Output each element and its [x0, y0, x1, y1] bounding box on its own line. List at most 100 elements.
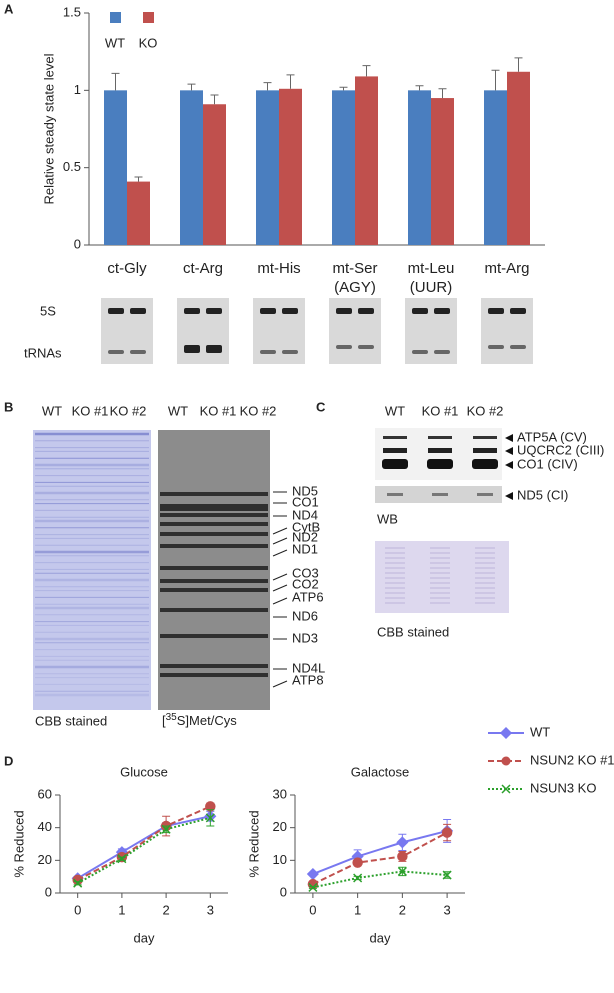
error-bar — [134, 176, 143, 182]
lane-label: KO #2 — [110, 403, 147, 418]
error-bar — [263, 82, 272, 91]
gel-band — [206, 345, 222, 353]
bar — [104, 90, 127, 245]
marker — [352, 857, 363, 868]
gel-band — [477, 493, 493, 496]
x-axis-label: day — [134, 930, 155, 945]
gel-cbb — [33, 430, 151, 710]
lane-label: KO #2 — [467, 403, 504, 418]
gel — [481, 298, 533, 364]
band-pointer — [272, 549, 288, 557]
band-label: UQCRC2 (CIII) — [517, 442, 604, 457]
lane-label: WT — [385, 403, 405, 418]
gel-band — [432, 493, 448, 496]
y-tick-label: 20 — [273, 819, 287, 834]
band-pointer — [272, 573, 288, 581]
gel-band — [160, 664, 268, 668]
gel-row-label: 5S — [40, 303, 56, 318]
legend-marker — [499, 726, 513, 740]
gel-band — [412, 350, 428, 354]
band-label: CO2 — [292, 576, 319, 591]
gel-band — [184, 308, 200, 314]
gel-wb — [375, 428, 502, 480]
line — [312, 829, 448, 875]
x-tick-label: mt-Ser (AGY) — [332, 260, 378, 296]
band-label: ND5 — [292, 483, 318, 498]
lane-label: WT — [42, 403, 62, 418]
gel-band — [428, 448, 452, 453]
gel-band — [358, 308, 374, 314]
x-tick-label: ct-Gly — [107, 260, 147, 277]
panel-label: B — [4, 399, 13, 414]
marker — [161, 824, 171, 834]
gel — [405, 298, 457, 364]
marker — [442, 870, 452, 880]
y-tick-label: 0 — [74, 236, 81, 251]
x-axis-label: day — [370, 930, 391, 945]
gel-band — [434, 308, 450, 314]
x-tick-label: mt-Arg — [484, 260, 530, 277]
error-bar — [514, 57, 523, 72]
caption: [35S]Met/Cys — [162, 712, 237, 729]
gel-band — [510, 308, 526, 314]
x-tick-label: 3 — [207, 902, 214, 917]
band-label: ND6 — [292, 608, 318, 623]
lane-label: KO #1 — [200, 403, 237, 418]
gel-band — [108, 308, 124, 314]
gel-band — [160, 544, 268, 548]
legend-swatch — [143, 12, 154, 23]
gel-band — [282, 308, 298, 314]
lane-label: WT — [168, 403, 188, 418]
gel — [329, 298, 381, 364]
gel-band — [160, 492, 268, 496]
line — [77, 815, 211, 880]
line — [312, 870, 448, 889]
caption-part: S]Met/Cys — [177, 713, 237, 728]
legend-label: WT — [530, 724, 550, 739]
y-tick-label: 10 — [273, 852, 287, 867]
gel-band — [488, 345, 504, 349]
marker — [396, 836, 409, 849]
bar — [279, 88, 302, 245]
panel-label: D — [4, 753, 13, 768]
gel-band — [472, 459, 498, 469]
y-tick-label: 0 — [280, 884, 287, 899]
x-tick-label: mt-Leu (UUR) — [407, 260, 455, 296]
gel-band — [488, 308, 504, 314]
band-label: ATP6 — [292, 589, 324, 604]
band-arrow — [505, 434, 513, 442]
x-tick-label: 0 — [74, 902, 81, 917]
band-label: ND4L — [292, 660, 325, 675]
legend-swatch — [110, 12, 121, 23]
gel-band — [473, 436, 497, 439]
gel-band — [260, 350, 276, 354]
band-label: CO1 — [292, 494, 319, 509]
band-pointer — [272, 537, 288, 545]
marker — [397, 866, 407, 876]
legend-marker — [501, 784, 511, 794]
gel-band — [160, 566, 268, 570]
bar — [127, 181, 150, 245]
band-pointer — [272, 584, 288, 592]
caption-part: [ — [162, 713, 166, 728]
gel-band — [160, 634, 268, 638]
legend-label: KO — [139, 35, 158, 50]
gel — [253, 298, 305, 364]
y-axis-label: % Reduced — [11, 810, 26, 877]
gel-band — [130, 308, 146, 314]
gel-band — [412, 308, 428, 314]
panel-label: A — [4, 1, 14, 16]
gel-band — [160, 673, 268, 677]
band-label: ND1 — [292, 541, 318, 556]
band-label: CO3 — [292, 565, 319, 580]
line — [77, 816, 211, 885]
band-arrow — [505, 492, 513, 500]
gel-band — [160, 522, 268, 526]
gel-band — [160, 579, 268, 583]
band-label: ATP8 — [292, 672, 324, 687]
bar — [332, 90, 355, 245]
error-bar — [415, 85, 424, 91]
gel-band — [473, 448, 497, 453]
band-label: ND3 — [292, 630, 318, 645]
gel — [177, 298, 229, 364]
